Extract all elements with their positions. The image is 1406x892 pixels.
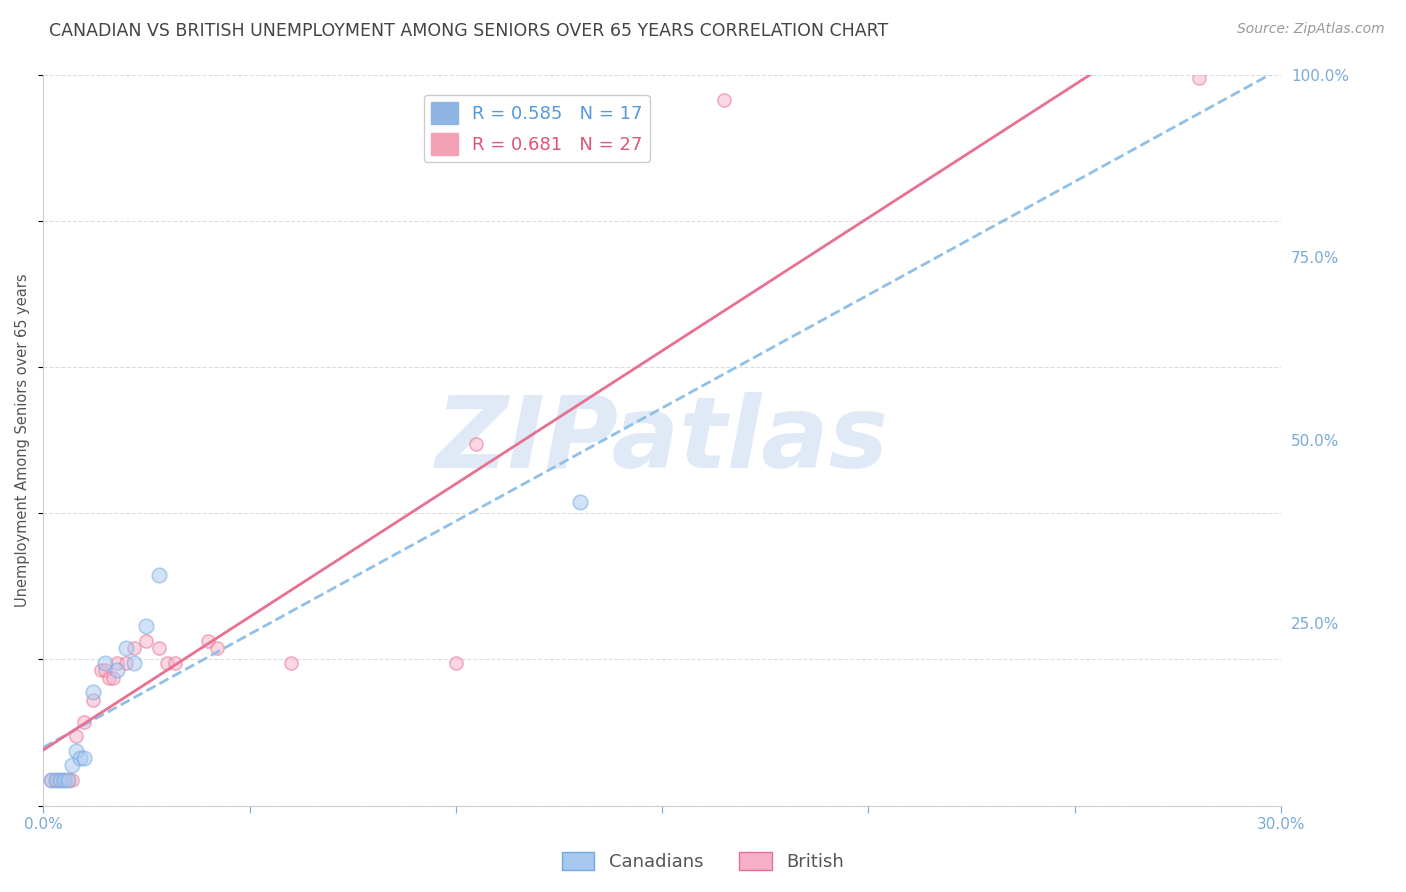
Text: ZIPatlas: ZIPatlas — [436, 392, 889, 489]
Point — [156, 656, 179, 670]
Text: Source: ZipAtlas.com: Source: ZipAtlas.com — [1237, 22, 1385, 37]
Point — [148, 641, 170, 656]
Point — [52, 772, 75, 787]
Point — [568, 495, 591, 509]
Point — [205, 641, 228, 656]
Point — [56, 772, 79, 787]
Point — [73, 751, 96, 765]
Point — [713, 93, 735, 107]
Point — [148, 568, 170, 582]
Point — [103, 671, 125, 685]
Point — [65, 744, 87, 758]
Point — [280, 656, 302, 670]
Point — [41, 772, 63, 787]
Point — [52, 772, 75, 787]
Point — [60, 758, 83, 772]
Point — [48, 772, 70, 787]
Legend: R = 0.585   N = 17, R = 0.681   N = 27: R = 0.585 N = 17, R = 0.681 N = 27 — [423, 95, 650, 162]
Legend: Canadians, British: Canadians, British — [554, 845, 852, 879]
Point — [94, 664, 117, 678]
Point — [1187, 71, 1209, 86]
Point — [82, 685, 104, 699]
Point — [122, 641, 145, 656]
Point — [107, 656, 129, 670]
Point — [444, 656, 467, 670]
Point — [82, 692, 104, 706]
Point — [165, 656, 187, 670]
Point — [73, 714, 96, 729]
Point — [114, 641, 136, 656]
Point — [45, 772, 67, 787]
Point — [465, 436, 488, 450]
Point — [48, 772, 70, 787]
Point — [98, 671, 121, 685]
Point — [94, 656, 117, 670]
Text: CANADIAN VS BRITISH UNEMPLOYMENT AMONG SENIORS OVER 65 YEARS CORRELATION CHART: CANADIAN VS BRITISH UNEMPLOYMENT AMONG S… — [49, 22, 889, 40]
Point — [60, 772, 83, 787]
Point — [107, 664, 129, 678]
Point — [65, 729, 87, 743]
Point — [135, 619, 157, 633]
Point — [197, 634, 219, 648]
Point — [45, 772, 67, 787]
Point — [122, 656, 145, 670]
Point — [114, 656, 136, 670]
Point — [69, 751, 91, 765]
Point — [90, 664, 112, 678]
Point — [135, 634, 157, 648]
Y-axis label: Unemployment Among Seniors over 65 years: Unemployment Among Seniors over 65 years — [15, 273, 30, 607]
Point — [56, 772, 79, 787]
Point — [41, 772, 63, 787]
